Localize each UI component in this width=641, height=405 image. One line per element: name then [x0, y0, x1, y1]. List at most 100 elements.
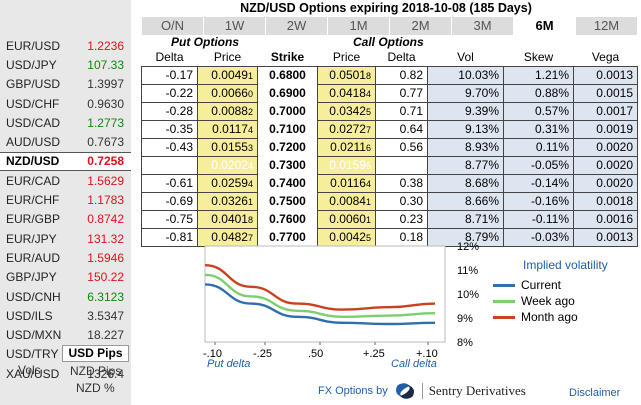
currency-pair-rate: 0.7673 — [87, 135, 124, 150]
put-price-cell: 0.01174 — [197, 119, 258, 139]
call-price-cell: 0.00841 — [317, 191, 376, 211]
vega-cell: 0.0016 — [573, 209, 638, 229]
call-delta-cell: 0.38 — [375, 173, 428, 193]
vega-cell: 0.0020 — [573, 137, 638, 157]
tab-tenor[interactable]: 1M — [327, 17, 389, 35]
currency-pair-row[interactable]: USD/MXN 18.227 — [0, 325, 131, 344]
currency-pair-rate: 150.22 — [87, 270, 124, 285]
x-tick-label: +.10 — [416, 348, 438, 360]
currency-pair-row[interactable]: EUR/CAD 1.5629 — [0, 171, 131, 190]
currency-pair-name: USD/MXN — [6, 328, 62, 343]
currency-pair-row[interactable]: USD/CNH 6.3123 — [0, 287, 131, 306]
currency-pair-name: USD/TRY — [6, 347, 59, 362]
currency-pair-rate: 107.33 — [87, 57, 124, 72]
table-row[interactable]: -0.28 0.00882 0.7000 0.03425 0.71 9.39% 0.57% 0… — [141, 101, 638, 121]
put-price-cell-subdigit: 4 — [247, 179, 253, 189]
y-tick-label: 8% — [457, 337, 473, 349]
currency-pair-row[interactable]: EUR/CHF 1.1783 — [0, 190, 131, 209]
strike-cell: 0.7600 — [257, 210, 318, 228]
table-row[interactable]: -0.61 0.02594 0.7400 0.01164 0.38 8.68% -0.14%… — [141, 173, 638, 193]
put-delta-cell-value: -0.69 — [165, 194, 193, 208]
call-price-cell: 0.02116 — [317, 137, 376, 157]
tab-tenor[interactable]: 1W — [203, 17, 265, 35]
skew-cell-value: 1.21% — [534, 68, 569, 82]
vega-cell: 0.0017 — [573, 101, 638, 121]
nzd-percent-option[interactable]: NZD % — [76, 381, 115, 395]
skew-cell-value: -0.03% — [530, 230, 569, 244]
currency-pair-row[interactable]: USD/CHF 0.9630 — [0, 94, 131, 113]
currency-pair-row[interactable]: GBP/USD 1.3997 — [0, 75, 131, 94]
table-row[interactable]: -0.69 0.03261 0.7500 0.00841 0.30 8.66% -0.16%… — [141, 191, 638, 211]
currency-pair-row[interactable]: EUR/USD 1.2236 — [0, 36, 131, 55]
currency-pair-name: USD/CHF — [6, 96, 60, 111]
table-row[interactable]: -0.17 0.00491 0.6800 0.05018 0.82 10.03% 1.21%… — [141, 65, 638, 85]
put-price-cell-subdigit: 8 — [247, 215, 253, 225]
currency-pair-rate: 6.3123 — [87, 289, 124, 304]
skew-cell-value: 0.88% — [534, 86, 569, 100]
chart-legend: Implied volatility Current Week ago Month … — [493, 258, 638, 325]
table-row[interactable]: -0.22 0.00660 0.6900 0.04184 0.77 9.70% 0.88% 0… — [141, 83, 638, 103]
call-delta-cell-value: 0.56 — [399, 140, 423, 154]
currency-pair-name: EUR/JPY — [6, 231, 57, 246]
currency-pair-rate: 1326.4 — [87, 366, 124, 381]
currency-pair-row[interactable]: XAU/USD 1326.4 — [0, 364, 131, 383]
currency-pair-row[interactable]: EUR/GBP 0.8742 — [0, 210, 131, 229]
currency-pair-rate: 3.5347 — [87, 308, 124, 323]
strike-cell: 0.6900 — [257, 84, 318, 102]
put-price-cell: 0.00491 — [197, 65, 258, 85]
tab-tenor[interactable]: 2W — [265, 17, 327, 35]
put-delta-caption: Put delta — [207, 358, 250, 370]
table-row[interactable]: -0.81 0.04827 0.7700 0.00425 0.18 8.79% -0.03%… — [141, 227, 638, 247]
vol-cell-value: 8.79% — [464, 230, 499, 244]
tab-tenor[interactable]: 12M — [575, 17, 637, 35]
call-price-cell: 0.03425 — [317, 101, 376, 121]
currency-pair-row[interactable]: AUD/USD 0.7673 — [0, 132, 131, 151]
call-delta-cell-value: 0.38 — [399, 176, 423, 190]
currency-pair-row[interactable]: USD/JPY 107.33 — [0, 55, 131, 74]
x-tick-label: -.10 — [203, 348, 222, 360]
fx-options-by-label: FX Options by — [318, 385, 388, 397]
put-delta-cell: -0.61 — [141, 173, 198, 193]
put-price-cell-subdigit: 4 — [247, 125, 253, 135]
table-row[interactable]: -0.43 0.01553 0.7200 0.02116 0.56 8.93% 0.11% 0… — [141, 137, 638, 157]
currency-pair-row[interactable]: NZD/USD 0.7258 — [0, 151, 131, 172]
put-delta-cell: -0.75 — [141, 209, 198, 229]
tab-tenor[interactable]: 2M — [389, 17, 451, 35]
currency-pair-row[interactable]: GBP/JPY 150.22 — [0, 268, 131, 287]
x-tick-label: +.25 — [363, 348, 385, 360]
put-price-cell-subdigit: 4 — [247, 161, 253, 171]
legend-swatch — [493, 315, 515, 319]
currency-pair-row[interactable]: EUR/AUD 1.5946 — [0, 248, 131, 267]
y-tick-label: 9% — [457, 313, 473, 325]
sentry-derivatives-brand[interactable]: Sentry Derivatives — [428, 383, 526, 398]
x-tick-label: .50 — [308, 348, 323, 360]
put-delta-cell: -0.17 — [141, 65, 198, 85]
call-delta-cell: 0.23 — [375, 209, 428, 229]
nzd-pips-option[interactable]: NZD Pips — [70, 364, 122, 378]
currency-pair-row[interactable]: USD/CAD 1.2773 — [0, 113, 131, 132]
put-price-cell-value: 0.0117 — [212, 122, 248, 136]
call-delta-cell-value: 0.71 — [399, 104, 423, 118]
table-row[interactable]: -0.75 0.04018 0.7600 0.00601 0.23 8.71% -0.11%… — [141, 209, 638, 229]
strike-cell-value: 0.7600 — [269, 212, 306, 226]
tab-tenor[interactable]: O/N — [141, 17, 203, 35]
put-delta-cell: -0.52 — [141, 155, 198, 175]
put-price-cell-subdigit: 3 — [247, 143, 253, 153]
vega-cell-value: 0.0017 — [596, 104, 633, 118]
call-delta-cell: 0.82 — [375, 65, 428, 85]
tab-tenor[interactable]: 3M — [451, 17, 513, 35]
currency-pair-row[interactable]: EUR/JPY 131.32 — [0, 229, 131, 248]
skew-cell-value: -0.16% — [530, 194, 569, 208]
call-price-cell-value: 0.0501 — [329, 68, 366, 82]
strike-cell: 0.7300 — [257, 156, 318, 174]
tab-tenor[interactable]: 6M — [513, 17, 575, 35]
table-row[interactable]: -0.52 0.02024 0.7300 0.01595 0.47 8.77% -0.05%… — [141, 155, 638, 175]
skew-cell: 0.57% — [503, 101, 574, 121]
disclaimer-link[interactable]: Disclaimer — [569, 387, 621, 399]
table-row[interactable]: -0.35 0.01174 0.7100 0.02727 0.64 9.13% 0.31% 0… — [141, 119, 638, 139]
call-price-cell-value: 0.0159 — [329, 158, 366, 172]
currency-pair-row[interactable]: USD/ILS 3.5347 — [0, 306, 131, 325]
vega-cell-value: 0.0020 — [596, 140, 633, 154]
usd-pips-button[interactable]: USD Pips — [62, 345, 129, 362]
vega-cell-value: 0.0019 — [596, 122, 633, 136]
